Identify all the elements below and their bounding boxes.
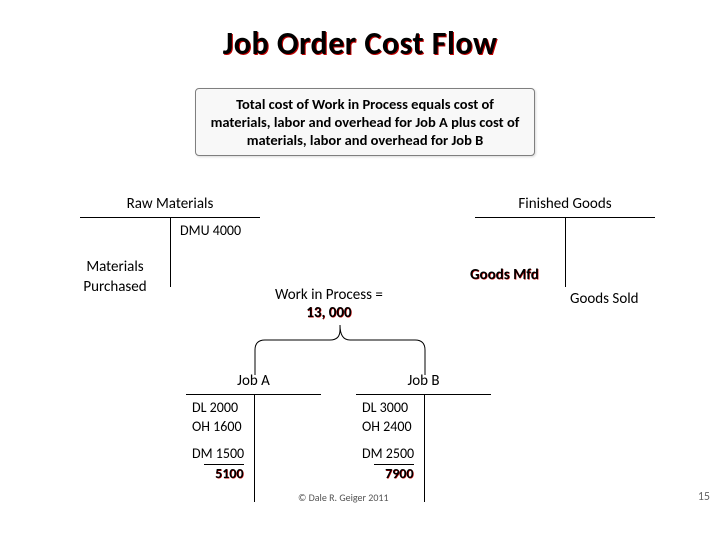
wip-total: 13, 000 [306,304,351,322]
job-b-title: Job B [356,372,491,390]
job-a-dm: DM 1500 [192,445,248,464]
raw-materials-dmu: DMU 4000 [180,222,254,241]
materials-purchased-label: Materials Purchased [75,258,155,297]
job-b-taccount: Job B DL 3000 OH 2400 DM 2500 7900 [356,372,491,502]
raw-materials-title: Raw Materials [80,195,260,213]
finished-goods-title: Finished Goods [475,195,655,213]
slide-title: Job Order Cost Flow [0,0,720,63]
job-b-total: 7900 [362,464,418,484]
callout-box: Total cost of Work in Process equals cos… [195,88,535,156]
page-number: 15 [698,490,710,504]
job-a-taccount: Job A DL 2000 OH 1600 DM 1500 5100 [186,372,321,502]
copyright: © Dale R. Geiger 2011 [298,491,389,504]
job-b-dl: DL 3000 [362,399,418,418]
job-a-total: 5100 [192,464,248,484]
job-a-title: Job A [186,372,321,390]
job-a-dl: DL 2000 [192,399,248,418]
wip-label: Work in Process = 13, 000 [275,286,383,322]
goods-mfd-label: Goods Mfd [470,266,539,284]
goods-sold-label: Goods Sold [570,290,639,308]
job-a-oh: OH 1600 [192,418,248,437]
job-b-dm: DM 2500 [362,445,418,464]
job-b-oh: OH 2400 [362,418,418,437]
